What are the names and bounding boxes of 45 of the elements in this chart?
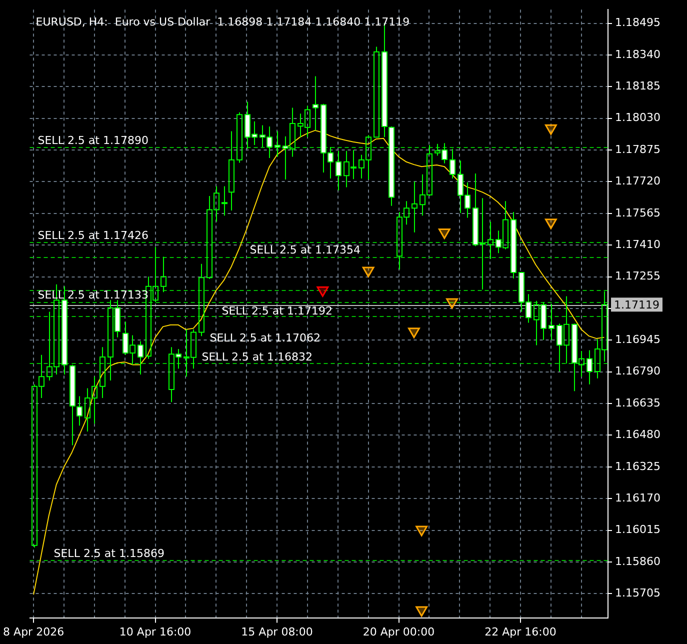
x-tick-label: 10 Apr 16:00	[119, 625, 192, 638]
candlestick	[228, 130, 234, 212]
ref-line-label: SELL 2.5 at 1.17890	[38, 134, 148, 147]
y-tick-label: 1.17410	[615, 238, 660, 251]
point	[544, 124, 557, 135]
y-tick-label: 1.17875	[615, 142, 660, 156]
y-tick-label: 1.15705	[615, 586, 660, 600]
ref-line-label: SELL 2.5 at 1.17354	[250, 244, 360, 257]
y-tick-label: 1.18030	[615, 111, 660, 124]
candlestick	[488, 221, 494, 260]
y-tick-label: 1.16170	[615, 491, 660, 504]
point	[316, 286, 329, 297]
point	[362, 266, 374, 278]
text: EURUSD, H4: Euro vs US Dollar 1.16898 1.17184 1.16840 1.17119	[36, 16, 410, 29]
x-tick-label: 15 Apr 08:00	[241, 625, 313, 638]
y-tick-label: 1.16945	[615, 333, 660, 346]
candlestick	[100, 346, 106, 399]
y-tick-label: 1.17255	[615, 270, 660, 283]
ref-line-label: SELL 2.5 at 1.15869	[54, 547, 164, 560]
ref-line-label: SELL 2.5 at 1.17062	[210, 331, 320, 344]
y-tick-label: 1.17565	[615, 206, 660, 220]
y-tick-label: 1.15860	[615, 554, 660, 568]
x-tick-label: 22 Apr 16:00	[484, 625, 556, 638]
ref-line-label: 1.17119	[614, 298, 660, 312]
y-tick-label: 1.18185	[615, 80, 660, 93]
y-tick-label: 1.16635	[615, 396, 660, 410]
y-tick-label: 1.18340	[615, 48, 660, 61]
y-tick-label: 1.18495	[615, 16, 660, 30]
y-tick-label: 1.17720	[615, 174, 660, 188]
point	[446, 298, 458, 309]
ref-line-label: SELL 2.5 at 1.17192	[222, 304, 332, 318]
point	[438, 228, 450, 239]
x-tick-label: 8 Apr 2026	[3, 625, 64, 638]
y-tick-label: 1.16480	[615, 428, 660, 442]
candlestick	[412, 181, 418, 233]
point	[416, 606, 428, 617]
x-tick-label: 20 Apr 00:00	[362, 625, 435, 638]
ref-line-label: SELL 2.5 at 1.17426	[38, 228, 148, 242]
y-tick-label: 1.16790	[615, 364, 660, 378]
point	[416, 526, 428, 536]
point	[408, 328, 420, 338]
point	[544, 218, 557, 230]
y-tick-label: 1.16325	[615, 460, 660, 473]
y-tick-label: 1.16015	[615, 523, 660, 536]
ref-line-label: SELL 2.5 at 1.16832	[202, 350, 312, 364]
